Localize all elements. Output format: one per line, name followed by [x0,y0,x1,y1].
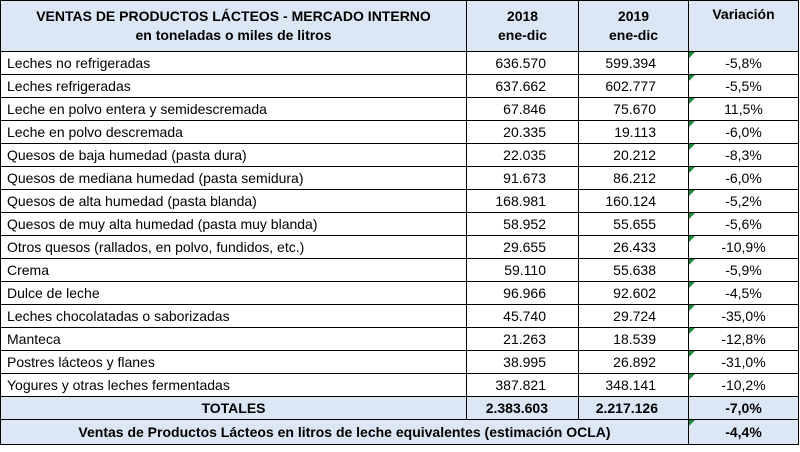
column-header-2019: 2019 ene-dic [578,0,689,52]
variation-value: -10,9% [688,235,799,259]
table-row: Quesos de muy alta humedad (pasta muy bl… [0,212,799,236]
product-name: Quesos de alta humedad (pasta blanda) [0,189,467,213]
footer-label: Ventas de Productos Lácteos en litros de… [0,419,689,445]
value-2018: 96.966 [466,281,579,305]
value-2019: 19.113 [578,120,689,144]
title-line-2: en toneladas o miles de litros [135,27,332,43]
table-row: Quesos de mediana humedad (pasta semidur… [0,166,799,190]
value-2018: 22.035 [466,143,579,167]
table-row: Leche en polvo entera y semidescremada 67… [0,97,799,121]
value-2019: 20.212 [578,143,689,167]
variation-value: -10,2% [688,373,799,397]
table-row: Quesos de baja humedad (pasta dura) 22.03… [0,143,799,167]
value-2019: 75.670 [578,97,689,121]
value-2018: 21.263 [466,327,579,351]
value-2019: 92.602 [578,281,689,305]
totals-row: TOTALES 2.383.603 2.217.126 -7,0% [0,396,799,420]
value-2018: 59.110 [466,258,579,282]
value-2018: 38.995 [466,350,579,374]
value-2019: 602.777 [578,74,689,98]
value-2019: 160.124 [578,189,689,213]
product-name: Leche en polvo entera y semidescremada [0,97,467,121]
table-row: Leches chocolatadas o saborizadas 45.740 2… [0,304,799,328]
totals-variation: -7,0% [688,396,799,420]
variation-value: -31,0% [688,350,799,374]
product-name: Leche en polvo descremada [0,120,467,144]
value-2018: 45.740 [466,304,579,328]
variation-value: -4,5% [688,281,799,305]
variation-value: -6,0% [688,120,799,144]
value-2019: 55.655 [578,212,689,236]
table-row: Postres lácteos y flanes 38.995 26.892 -31,… [0,350,799,374]
variation-value: -5,6% [688,212,799,236]
product-name: Leches refrigeradas [0,74,467,98]
product-name: Postres lácteos y flanes [0,350,467,374]
totals-label: TOTALES [0,396,467,420]
value-2019: 86.212 [578,166,689,190]
value-2018: 29.655 [466,235,579,259]
variation-value: -5,8% [688,51,799,75]
value-2018: 168.981 [466,189,579,213]
column-header-variation: Variación [688,0,799,52]
column-header-2018: 2018 ene-dic [466,0,579,52]
product-name: Yogures y otras leches fermentadas [0,373,467,397]
variation-value: -5,2% [688,189,799,213]
header-row: VENTAS DE PRODUCTOS LÁCTEOS - MERCADO IN… [0,0,799,52]
footer-variation: -4,4% [688,419,799,445]
table-row: Leches refrigeradas 637.662 602.777 -5,5% [0,74,799,98]
table-row: Quesos de alta humedad (pasta blanda) 168… [0,189,799,213]
variation-value: -5,9% [688,258,799,282]
variation-value: -35,0% [688,304,799,328]
value-2019: 29.724 [578,304,689,328]
product-name: Crema [0,258,467,282]
totals-2019: 2.217.126 [578,396,689,420]
variation-value: -6,0% [688,166,799,190]
table-row: Yogures y otras leches fermentadas 387.82… [0,373,799,397]
value-2018: 67.846 [466,97,579,121]
value-2018: 387.821 [466,373,579,397]
column-2018-year: 2018 [506,8,539,24]
table-title: VENTAS DE PRODUCTOS LÁCTEOS - MERCADO IN… [0,0,467,52]
value-2019: 55.638 [578,258,689,282]
product-name: Manteca [0,327,467,351]
value-2019: 18.539 [578,327,689,351]
value-2018: 637.662 [466,74,579,98]
value-2019: 348.141 [578,373,689,397]
value-2019: 26.892 [578,350,689,374]
product-name: Leches chocolatadas o saborizadas [0,304,467,328]
totals-2018: 2.383.603 [466,396,579,420]
column-2018-period: ene-dic [497,27,547,43]
value-2018: 20.335 [466,120,579,144]
column-2019-year: 2019 [617,8,650,24]
value-2018: 58.952 [466,212,579,236]
product-name: Dulce de leche [0,281,467,305]
table-row: Leche en polvo descremada 20.335 19.113 -6,… [0,120,799,144]
table-row: Crema 59.110 55.638 -5,9% [0,258,799,282]
value-2019: 599.394 [578,51,689,75]
table-row: Dulce de leche 96.966 92.602 -4,5% [0,281,799,305]
variation-value: -5,5% [688,74,799,98]
footer-row: Ventas de Productos Lácteos en litros de… [0,419,799,445]
value-2019: 26.433 [578,235,689,259]
product-name: Quesos de muy alta humedad (pasta muy bl… [0,212,467,236]
variation-value: 11,5% [688,97,799,121]
product-name: Otros quesos (rallados, en polvo, fundid… [0,235,467,259]
title-line-1: VENTAS DE PRODUCTOS LÁCTEOS - MERCADO IN… [36,8,431,24]
variation-value: -8,3% [688,143,799,167]
product-name: Quesos de baja humedad (pasta dura) [0,143,467,167]
product-name: Leches no refrigeradas [0,51,467,75]
table-row: Otros quesos (rallados, en polvo, fundid… [0,235,799,259]
column-2019-period: ene-dic [608,27,658,43]
value-2018: 91.673 [466,166,579,190]
variation-value: -12,8% [688,327,799,351]
table-row: Leches no refrigeradas 636.570 599.394 -5,8… [0,51,799,75]
product-name: Quesos de mediana humedad (pasta semidur… [0,166,467,190]
table-row: Manteca 21.263 18.539 -12,8% [0,327,799,351]
value-2018: 636.570 [466,51,579,75]
